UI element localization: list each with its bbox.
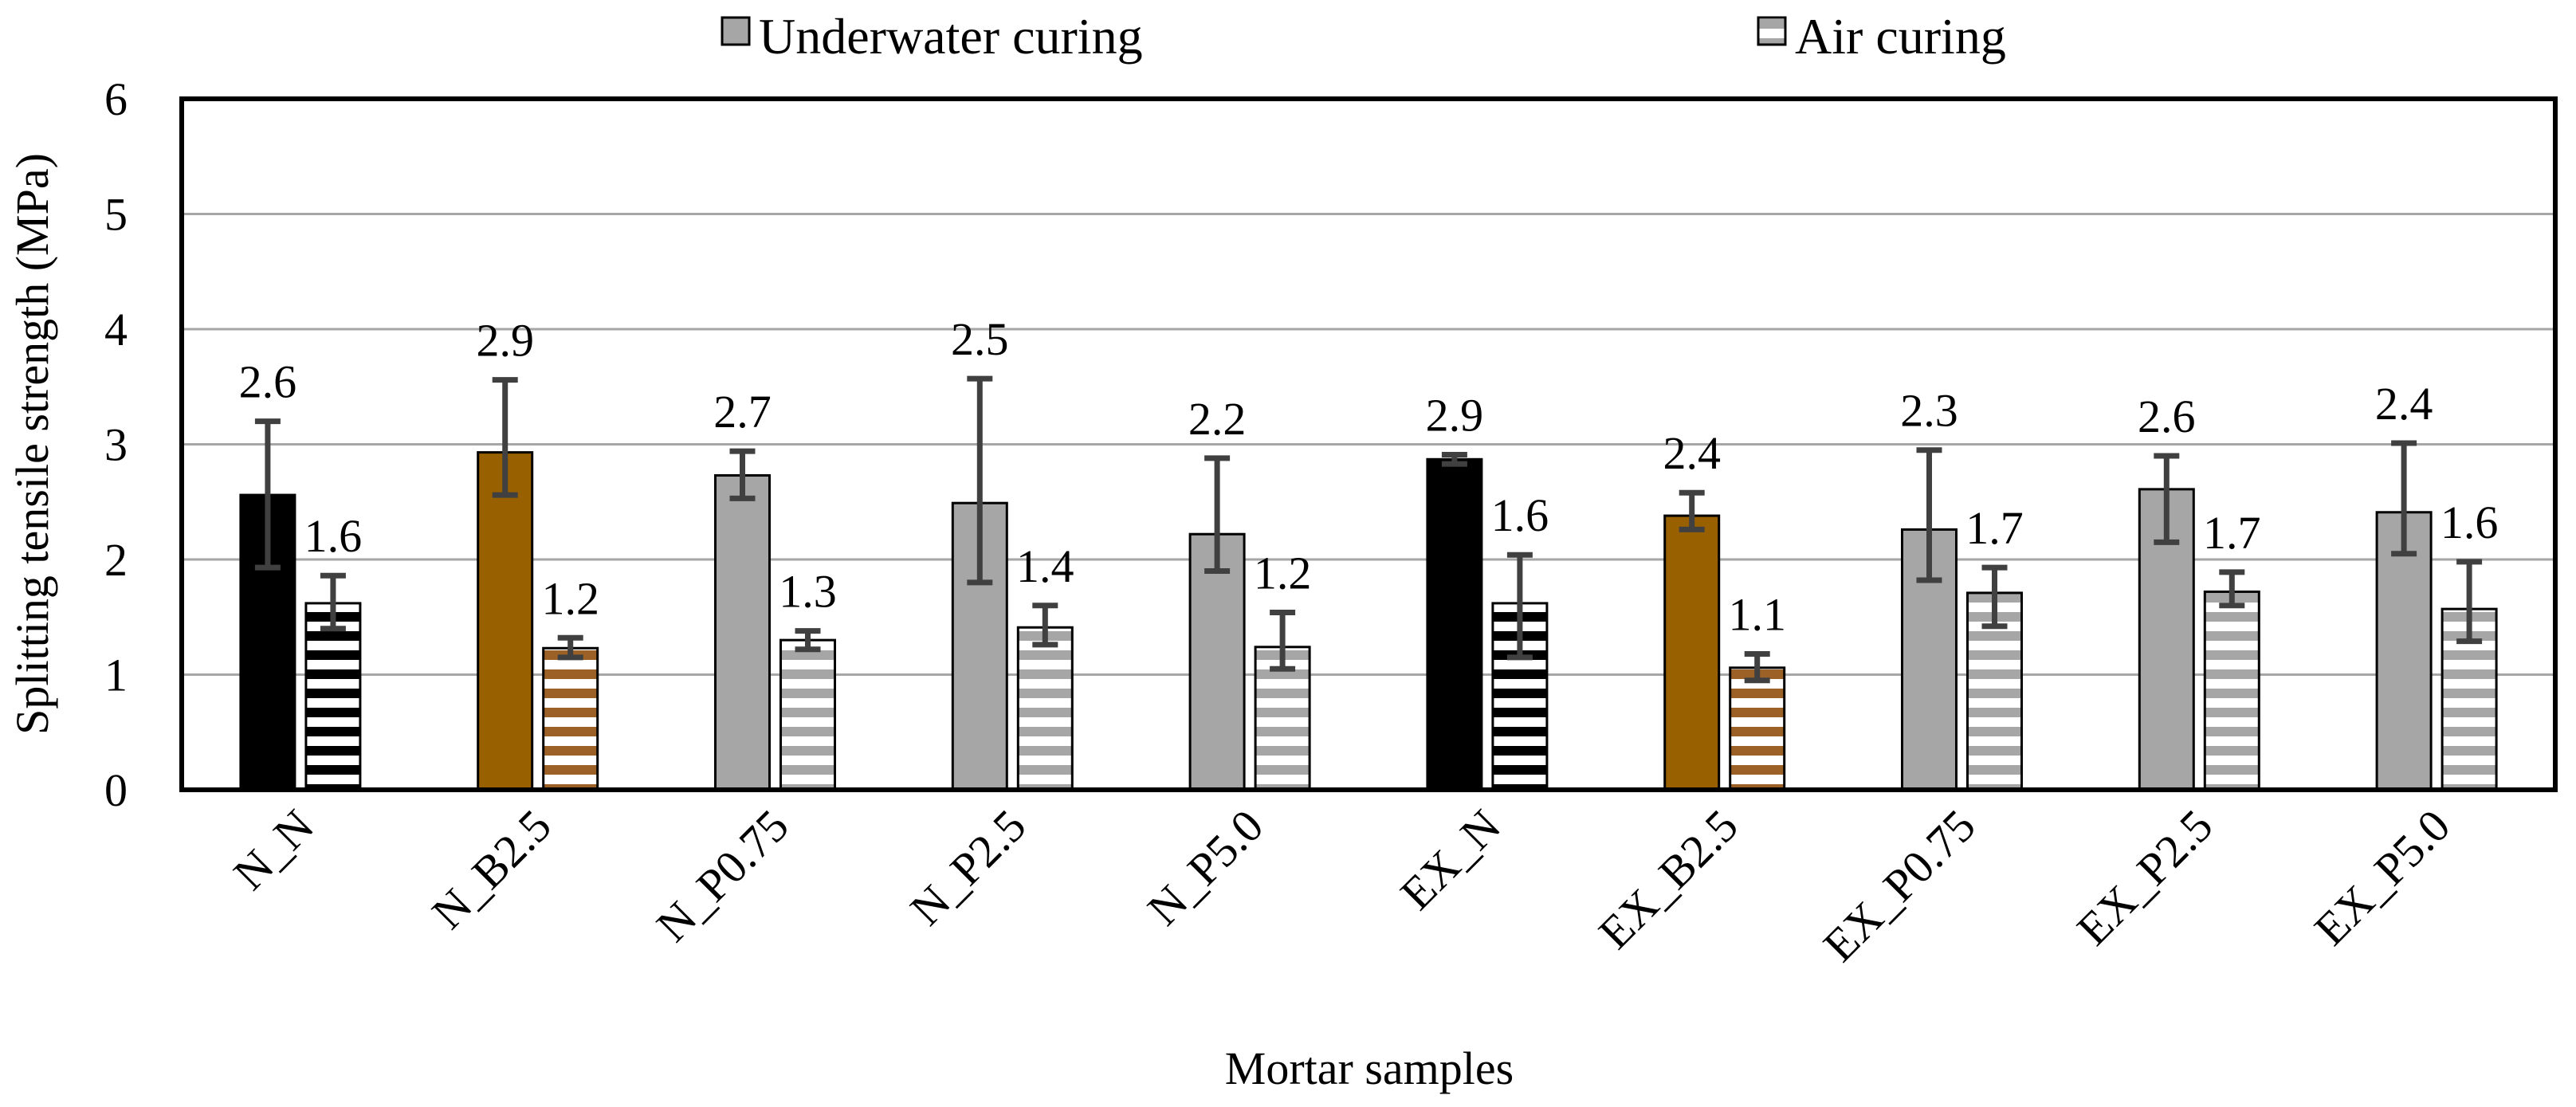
x-category-label: EX_P0.75 [1813, 799, 1985, 972]
bar-air-ex_p2.5 [2203, 590, 2260, 791]
y-tick-label: 4 [104, 304, 128, 355]
data-label: 2.3 [1900, 385, 1958, 437]
error-bar [1270, 609, 1296, 672]
data-label: 1.2 [1254, 547, 1312, 599]
x-category-label: N_P0.75 [646, 799, 799, 952]
data-label: 1.7 [1965, 502, 2024, 554]
bar-air-n_p2.5 [1016, 626, 1074, 791]
error-bar [557, 634, 583, 661]
bar-underwater-ex_p5.0 [2375, 511, 2433, 791]
error-bar [1506, 552, 1533, 661]
x-axis-categories: N_N N_B2.5 N_P0.75 N_P2.5 N_P5.0 EX_N EX_B2.5 E… [223, 799, 2460, 972]
x-category-label: N_N [223, 799, 324, 900]
data-label: 1.6 [304, 510, 363, 562]
y-tick-label: 1 [104, 650, 128, 701]
x-category-label: N_P5.0 [1137, 799, 1273, 935]
error-bar [492, 377, 518, 498]
error-bar [729, 448, 756, 501]
data-label: 2.6 [239, 356, 297, 408]
y-tick-label: 6 [104, 73, 128, 125]
bar-underwater-n_p5.0 [1188, 532, 1246, 791]
data-label: 2.7 [713, 386, 772, 438]
error-bar [254, 418, 281, 571]
error-bar [2456, 559, 2483, 645]
error-bar [1204, 455, 1231, 574]
data-label: 1.2 [541, 572, 599, 624]
error-bar [2154, 453, 2180, 545]
legend-label-air: Air curing [1795, 8, 2006, 65]
x-category-label: EX_P2.5 [2067, 799, 2222, 955]
error-bar [1916, 447, 1942, 583]
data-label: 1.7 [2203, 507, 2261, 559]
data-label: 1.4 [1016, 540, 1074, 592]
data-labels: 2.61.62.91.22.71.32.51.42.21.22.91.62.41… [239, 313, 2499, 640]
error-bar [1032, 603, 1058, 648]
error-bar [2219, 569, 2245, 609]
plot-area-frame [179, 96, 2558, 792]
data-label: 1.6 [1491, 489, 1549, 541]
bar-underwater-ex_b2.5 [1663, 514, 1721, 791]
error-bars [254, 375, 2483, 684]
legend-swatch-air [1757, 16, 1787, 46]
data-label: 2.6 [2138, 391, 2196, 442]
error-bar [967, 375, 993, 586]
bar-air-n_b2.5 [542, 646, 599, 791]
gridlines [182, 213, 2555, 676]
data-label: 2.2 [1188, 393, 1247, 445]
error-bar [795, 628, 821, 653]
error-bar [1441, 452, 1467, 467]
bar-underwater-ex_n [1426, 457, 1483, 791]
data-label: 1.3 [779, 566, 837, 618]
data-label: 2.9 [1426, 390, 1484, 442]
x-category-label: N_B2.5 [422, 799, 561, 939]
y-axis-title: Splitting tensile strength (MPa) [6, 153, 58, 735]
y-tick-label: 5 [104, 189, 128, 241]
error-bar [1679, 489, 1705, 532]
bar-underwater-n_p0.75 [714, 474, 771, 791]
bars [239, 451, 2498, 791]
bar-air-n_p0.75 [779, 638, 836, 791]
y-tick-label: 0 [104, 764, 128, 816]
y-tick-label: 2 [104, 534, 128, 586]
data-label: 2.5 [951, 313, 1009, 365]
bar-air-ex_p5.0 [2441, 607, 2498, 791]
x-category-label: EX_B2.5 [1588, 799, 1748, 959]
bar-air-ex_b2.5 [1729, 666, 1786, 791]
legend: Underwater curing Air curing [721, 8, 2006, 65]
y-tick-label: 3 [104, 419, 128, 471]
data-label: 2.9 [476, 315, 534, 367]
legend-swatch-underwater [721, 16, 751, 46]
error-bar [320, 572, 346, 632]
x-category-label: EX_P5.0 [2304, 799, 2460, 955]
data-label: 2.4 [1663, 427, 1721, 479]
bar-underwater-n_b2.5 [477, 451, 534, 791]
x-axis-title: Mortar samples [1225, 1042, 1514, 1094]
error-bar [1981, 564, 2008, 630]
data-label: 1.1 [1728, 588, 1786, 640]
error-bar [2391, 440, 2417, 557]
x-category-label: EX_N [1390, 799, 1510, 920]
x-category-label: N_P2.5 [900, 799, 1035, 935]
legend-label-underwater: Underwater curing [759, 8, 1143, 65]
y-axis-ticks: 0 1 2 3 4 5 6 [104, 73, 128, 816]
data-label: 1.6 [2441, 497, 2499, 548]
error-bar [1744, 650, 1770, 684]
data-label: 2.4 [2375, 378, 2433, 430]
